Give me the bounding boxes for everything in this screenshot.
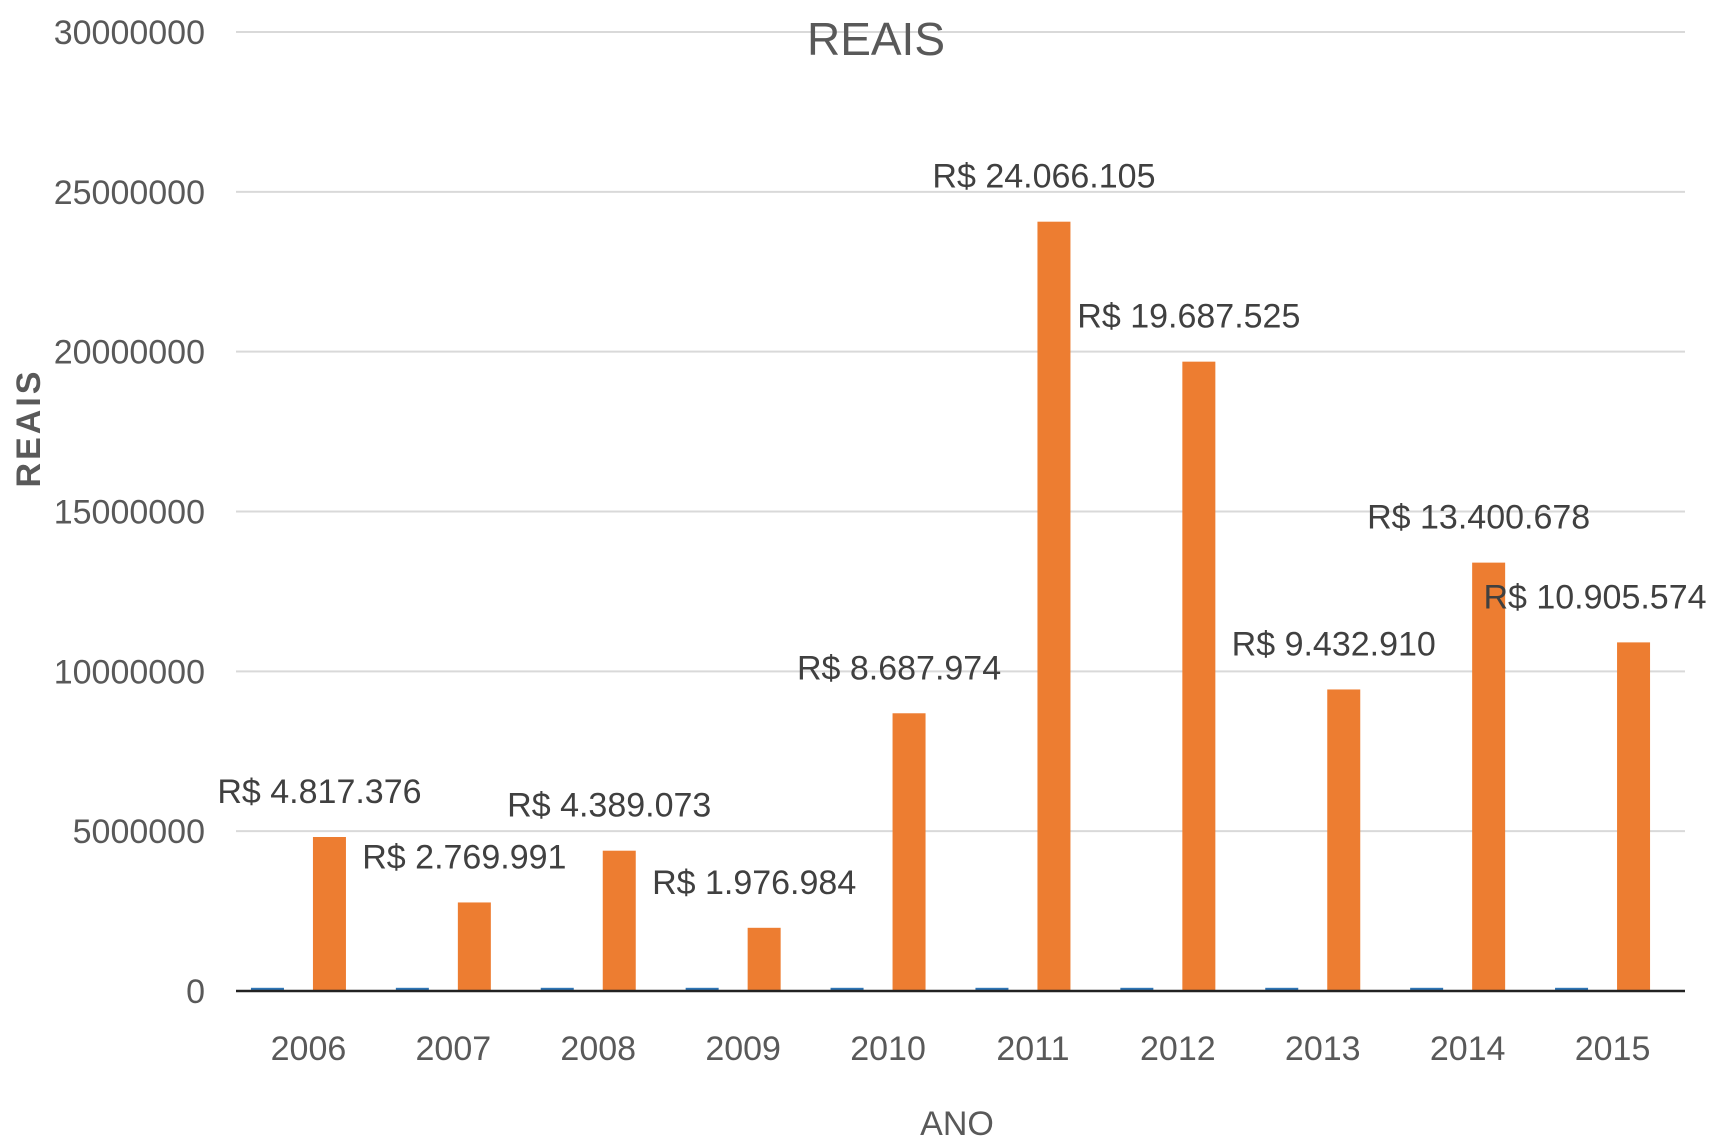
bar-series1-2012 <box>1120 987 1154 991</box>
data-label-2010: R$ 8.687.974 <box>797 649 1001 687</box>
x-tick-label-2008: 2008 <box>560 1030 636 1068</box>
y-axis-label: REAIS <box>10 369 48 488</box>
bar-series2-2006 <box>312 837 346 991</box>
y-tick-label-15000000: 15000000 <box>54 494 205 532</box>
bar-series1-2015 <box>1555 987 1589 991</box>
data-label-2012: R$ 19.687.525 <box>1077 298 1300 336</box>
x-axis-label: ANO <box>920 1105 994 1140</box>
bar-series1-2010 <box>830 987 864 991</box>
data-label-2011: R$ 24.066.105 <box>932 158 1155 196</box>
data-label-2014: R$ 13.400.678 <box>1367 499 1590 537</box>
data-label-2015: R$ 10.905.574 <box>1483 578 1706 616</box>
bar-series2-2014 <box>1472 562 1506 991</box>
x-tick-label-2007: 2007 <box>416 1030 492 1068</box>
y-axis-ticks: 0 5000000 10000000 15000000 20000000 25000000… <box>54 14 205 1011</box>
data-label-2006: R$ 4.817.376 <box>217 773 421 811</box>
data-labels: R$ 4.817.376 R$ 2.769.991 R$ 4.389.073 R$ 1… <box>217 158 1706 902</box>
gridlines <box>236 31 1685 833</box>
x-tick-label-2013: 2013 <box>1285 1030 1361 1068</box>
chart-title: REAIS <box>807 13 945 65</box>
y-tick-label-20000000: 20000000 <box>54 334 205 372</box>
bar-series2-2010 <box>892 713 926 991</box>
y-tick-label-5000000: 5000000 <box>73 813 205 851</box>
bar-series1-2011 <box>975 987 1009 991</box>
x-tick-label-2015: 2015 <box>1575 1030 1651 1068</box>
bar-series1-2007 <box>395 987 429 991</box>
bar-series2-2012 <box>1182 361 1216 991</box>
bar-series2-2015 <box>1617 642 1651 991</box>
bar-series2-2007 <box>457 902 491 991</box>
data-label-2013: R$ 9.432.910 <box>1232 625 1436 663</box>
x-axis-ticks: 2006 2007 2008 2009 2010 2011 2012 2013 2014 2015 <box>271 1030 1651 1068</box>
y-tick-label-30000000: 30000000 <box>54 14 205 52</box>
bar-series1-2013 <box>1265 987 1299 991</box>
y-tick-label-10000000: 10000000 <box>54 653 205 691</box>
bars <box>250 221 1651 992</box>
data-label-2008: R$ 4.389.073 <box>507 787 711 825</box>
bar-series2-2008 <box>602 850 636 991</box>
bar-series1-2009 <box>685 987 719 991</box>
bar-series1-2008 <box>540 987 574 991</box>
data-label-2009: R$ 1.976.984 <box>652 864 856 902</box>
x-tick-label-2014: 2014 <box>1430 1030 1506 1068</box>
y-tick-label-0: 0 <box>186 973 205 1011</box>
x-tick-label-2009: 2009 <box>705 1030 781 1068</box>
x-tick-label-2006: 2006 <box>271 1030 347 1068</box>
data-label-2007: R$ 2.769.991 <box>362 838 566 876</box>
bar-series1-2006 <box>250 987 284 991</box>
bar-series2-2009 <box>747 927 781 991</box>
x-tick-label-2012: 2012 <box>1140 1030 1216 1068</box>
y-tick-label-25000000: 25000000 <box>54 174 205 212</box>
bar-series2-2013 <box>1327 689 1361 991</box>
x-tick-label-2010: 2010 <box>850 1030 926 1068</box>
x-tick-label-2011: 2011 <box>996 1030 1069 1068</box>
bar-series1-2014 <box>1410 987 1444 991</box>
bar-series2-2011 <box>1037 221 1071 992</box>
